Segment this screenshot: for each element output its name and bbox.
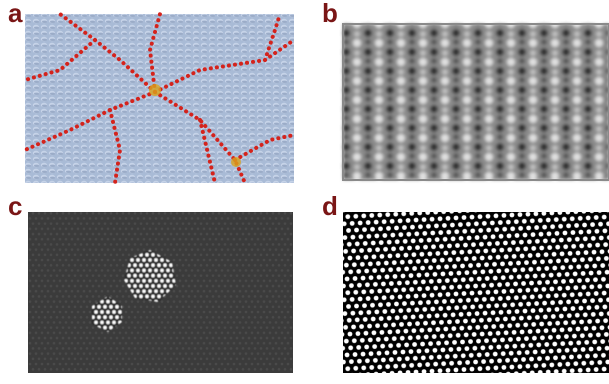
panel-label: c [8,191,22,221]
panel-d-image [343,212,609,373]
panel-label: b [322,0,338,28]
panel-label: a [8,0,23,28]
panel-b-image [343,24,609,180]
panel-a-image [25,14,294,183]
panel-c-image [28,212,293,373]
panel-label: d [322,191,338,221]
figure: a b c d [0,0,609,379]
